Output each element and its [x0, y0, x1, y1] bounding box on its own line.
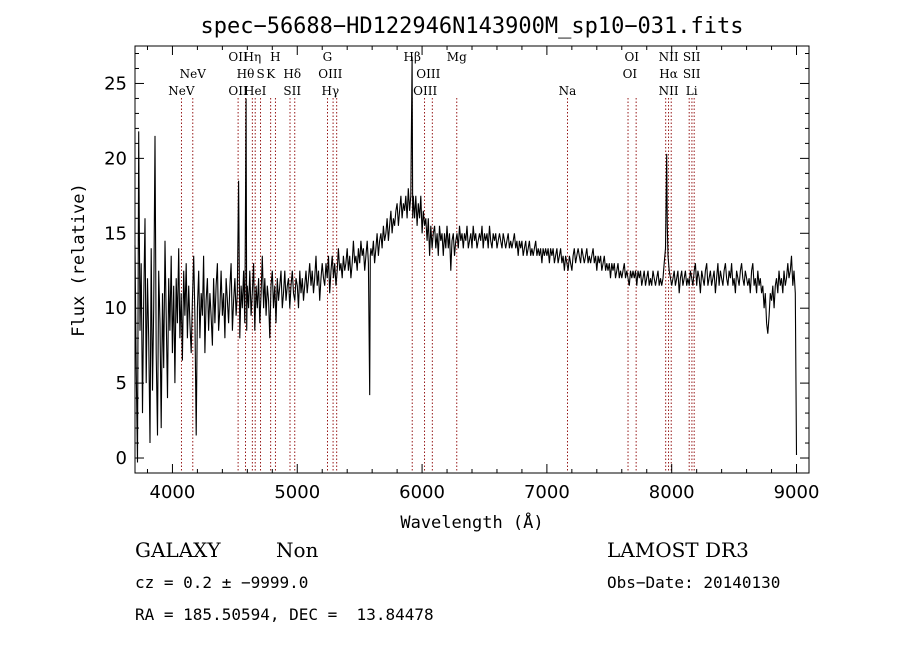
spectrum-line	[134, 56, 798, 463]
marker-label: OI	[624, 50, 639, 64]
marker-label: NeV	[168, 84, 195, 98]
x-axis-label: Wavelength (Å)	[400, 511, 543, 533]
y-tick-label: 20	[104, 148, 127, 169]
ra-dec: RA = 185.50594, DEC = 13.84478	[135, 605, 434, 624]
y-tick-label: 5	[116, 373, 127, 394]
chart-title: spec−56688−HD122946N143900M_sp10−031.fit…	[200, 14, 743, 39]
x-tick-label: 8000	[649, 482, 695, 503]
plot-frame	[134, 45, 810, 474]
x-tick-label: 6000	[399, 482, 445, 503]
marker-label: S	[256, 67, 264, 81]
x-tick-label: 4000	[150, 482, 196, 503]
marker-label: OIII	[318, 67, 342, 81]
marker-label: OIII	[416, 67, 440, 81]
y-axis-ticks: 0 5 10 15 20 25	[104, 52, 809, 474]
x-axis-ticks: 4000 5000 6000 7000 8000 9000	[146, 46, 820, 503]
x-tick-label: 7000	[524, 482, 570, 503]
marker-label: OII	[228, 50, 248, 64]
marker-label: Hη	[243, 50, 261, 64]
object-subclass: Non	[276, 538, 319, 562]
marker-label: NeV	[180, 67, 207, 81]
x-tick-label: 9000	[774, 482, 820, 503]
marker-label: Hγ	[322, 84, 340, 98]
marker-label: NII	[659, 50, 679, 64]
marker-label: SII	[683, 67, 701, 81]
observation-date: Obs−Date: 20140130	[607, 573, 780, 592]
marker-label: Mg	[447, 50, 467, 64]
y-tick-label: 0	[116, 448, 127, 469]
redshift-cz: cz = 0.2 ± −9999.0	[135, 573, 308, 592]
emission-line-markers	[180, 98, 695, 473]
marker-label: Na	[559, 84, 577, 98]
marker-label: Hδ	[283, 67, 301, 81]
marker-label: K	[266, 67, 276, 81]
object-class: GALAXY	[135, 538, 221, 562]
marker-label: Hα	[659, 67, 678, 81]
marker-label: H	[270, 50, 280, 64]
survey-name: LAMOST DR3	[607, 538, 749, 562]
y-tick-label: 10	[104, 298, 127, 319]
marker-label: SII	[683, 50, 701, 64]
marker-label: OI	[623, 67, 638, 81]
x-tick-label: 5000	[274, 482, 320, 503]
marker-label: OIII	[413, 84, 437, 98]
marker-label: HeI	[244, 84, 267, 98]
marker-label: NII	[659, 84, 679, 98]
marker-label: Hθ	[237, 67, 255, 81]
y-tick-label: 25	[104, 73, 127, 94]
marker-label: G	[323, 50, 333, 64]
marker-label: SII	[283, 84, 301, 98]
y-tick-label: 15	[104, 223, 127, 244]
marker-label: Li	[686, 84, 698, 98]
y-axis-label: Flux (relative)	[69, 183, 89, 337]
marker-label: OII	[228, 84, 248, 98]
